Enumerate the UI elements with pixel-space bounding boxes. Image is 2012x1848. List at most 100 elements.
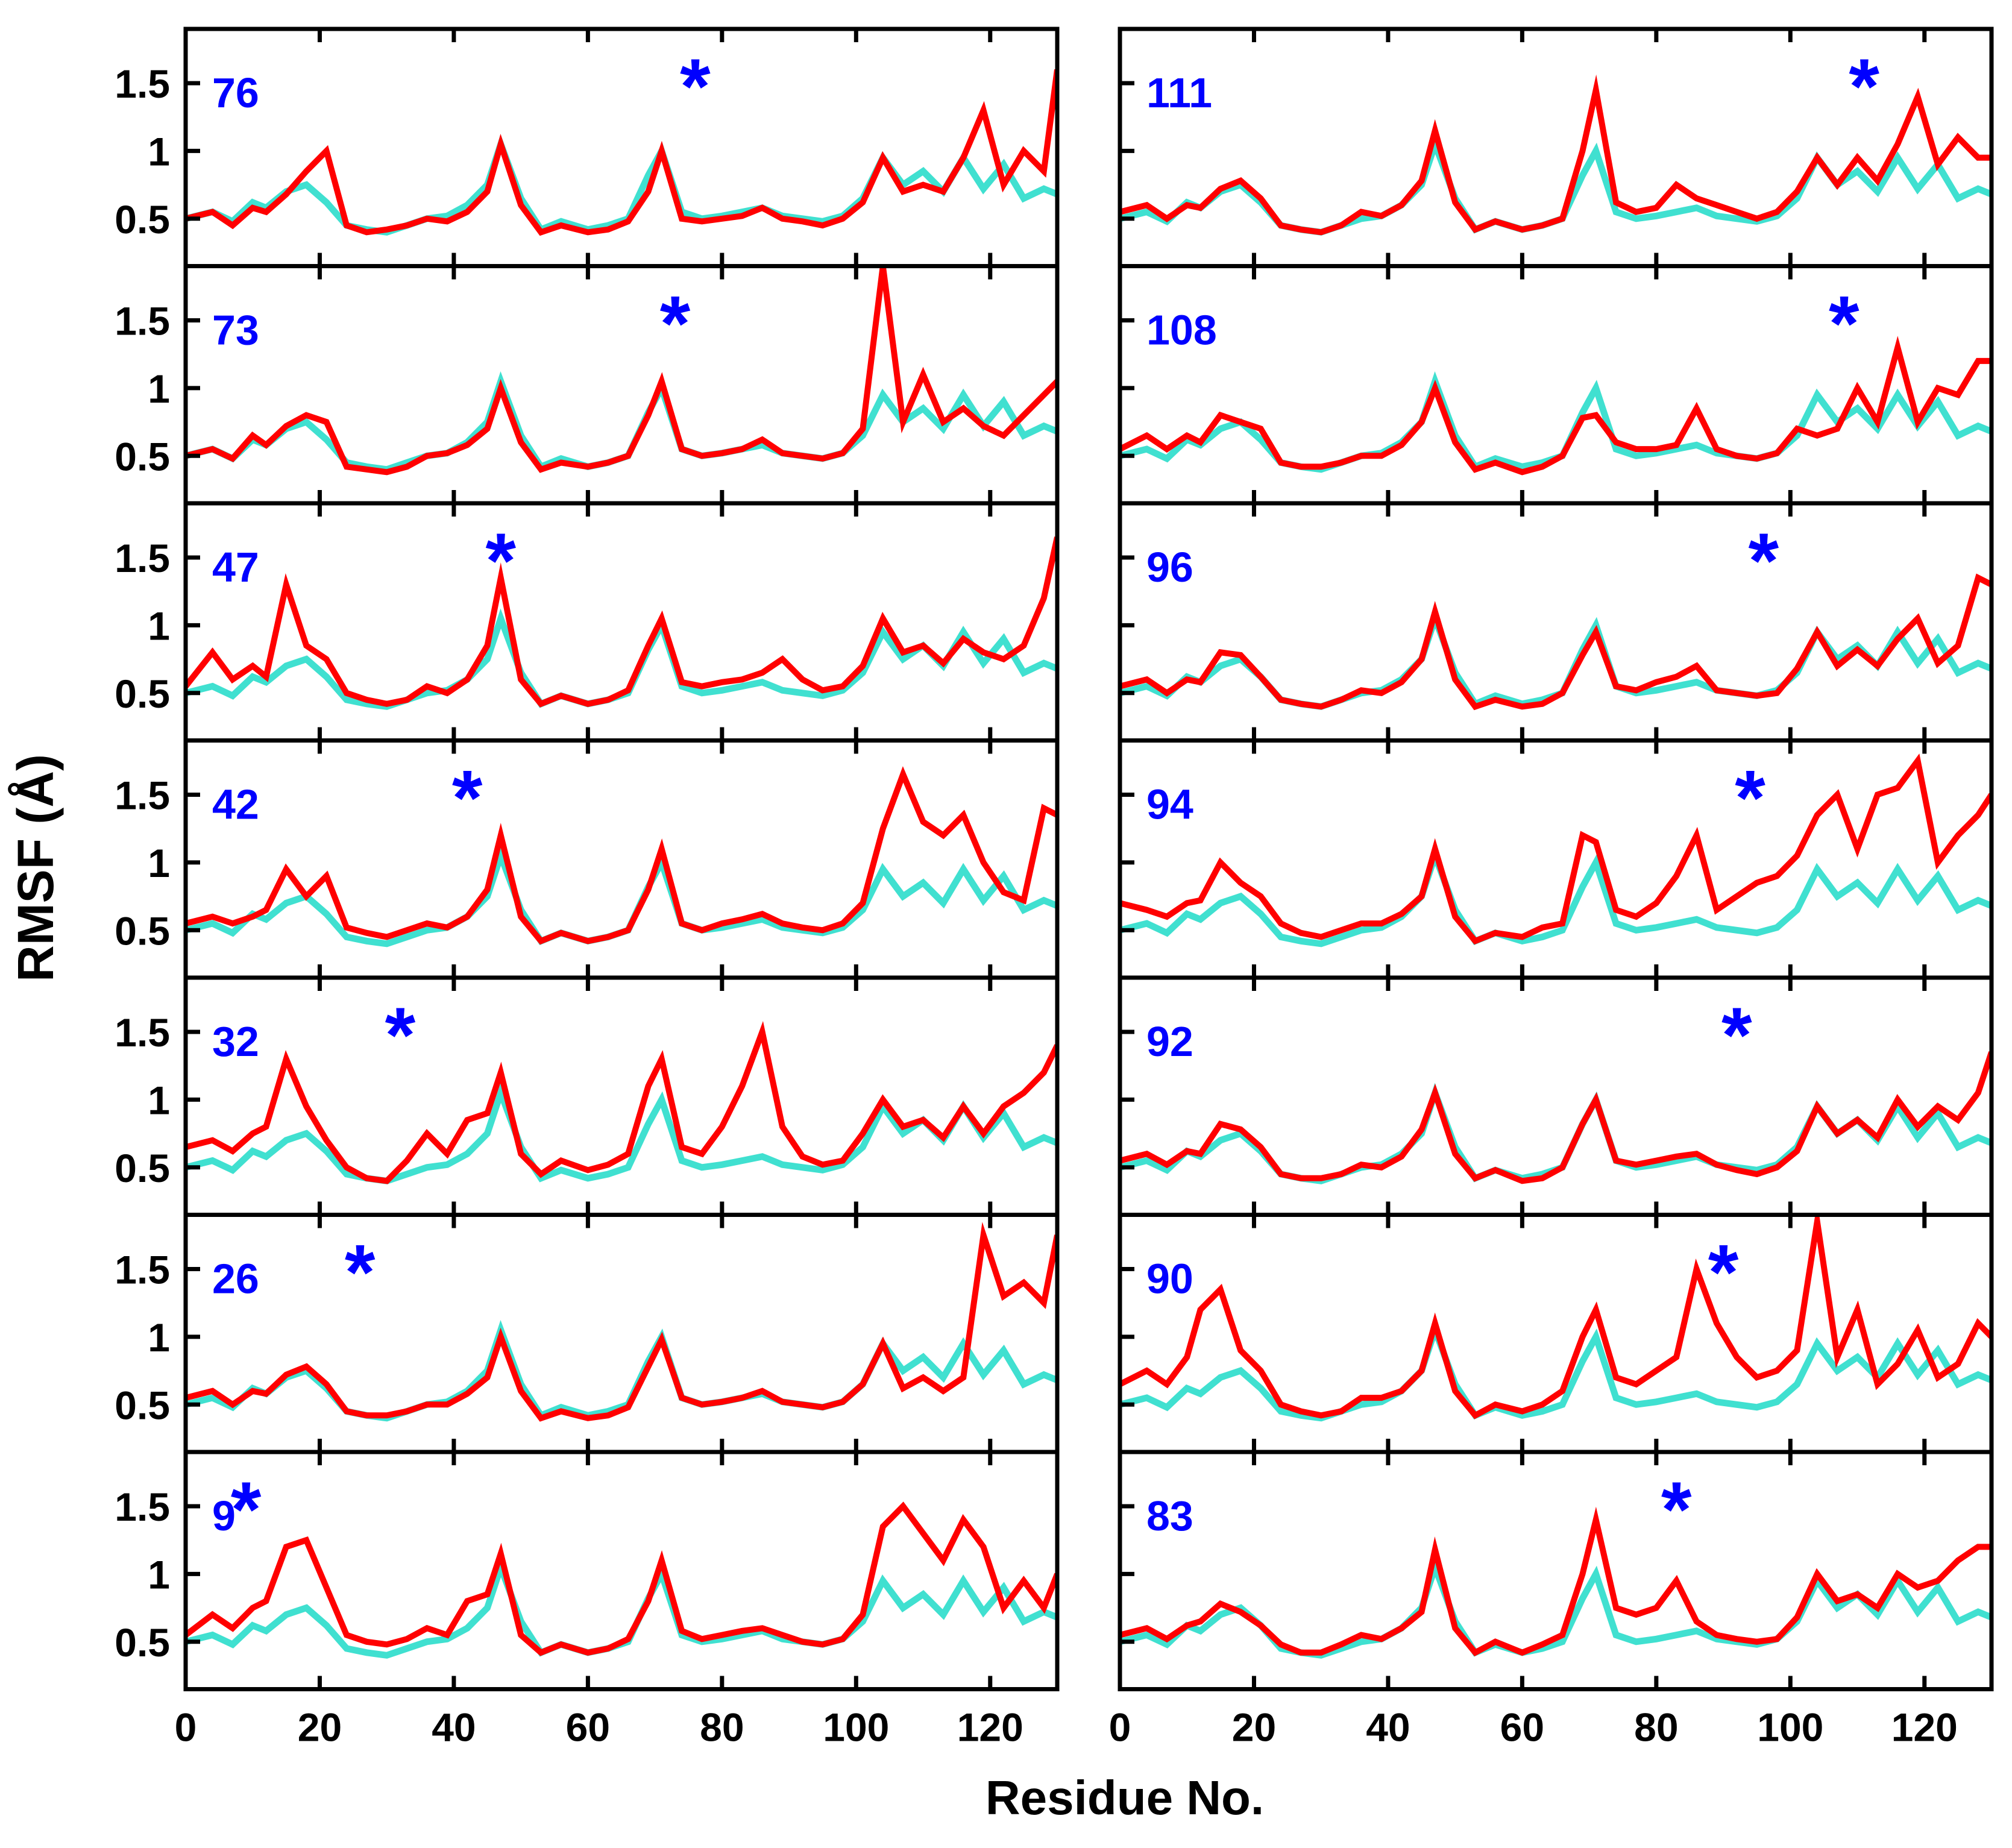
mutation-site-star: *: [1708, 1228, 1739, 1316]
mutation-site-star: *: [385, 991, 416, 1079]
mutation-site-star: *: [231, 1465, 262, 1553]
panel-lines: [186, 266, 1057, 476]
x-tick-label: 60: [1500, 1705, 1544, 1750]
panels-layer: 0.5 1 1.5 76 * 0.5 1 1.5 73 * 0.5 1 1.5 47 * 0.5 1 1.5 42 *…: [115, 27, 1994, 1750]
panel-label: 111: [1146, 69, 1212, 116]
x-tick-label: 0: [175, 1705, 197, 1750]
mutation-site-star: *: [485, 517, 516, 605]
x-tick-label: 80: [1634, 1705, 1678, 1750]
mutant-series-line: [1120, 1051, 1992, 1184]
y-tick-label: 0.5: [115, 1146, 170, 1190]
x-tick-label: 100: [823, 1705, 889, 1750]
y-tick-label: 0.5: [115, 908, 170, 953]
mutation-site-star: *: [680, 42, 711, 130]
y-tick-label: 1.5: [115, 1247, 170, 1292]
panel-76: 0.5 1 1.5 76 *: [115, 27, 1060, 268]
panel-label: 76: [212, 69, 259, 116]
panel-lines: [1120, 1051, 1992, 1184]
mutation-site-star: *: [345, 1228, 376, 1316]
panel-lines: [186, 1020, 1057, 1184]
y-tick-label: 1: [148, 1078, 170, 1122]
mutant-series-line: [186, 766, 1057, 945]
panel-lines: [1120, 336, 1992, 476]
mutation-site-star: *: [1661, 1465, 1692, 1553]
mutant-series-line: [1120, 1506, 1992, 1657]
panel-lines: [1120, 573, 1992, 711]
y-tick-label: 1.5: [115, 536, 170, 580]
y-tick-label: 1.5: [115, 61, 170, 106]
panel-73: 0.5 1 1.5 73 *: [115, 264, 1060, 506]
reference-series-line: [1120, 1319, 1992, 1422]
mutant-series-line: [186, 266, 1057, 476]
y-tick-label: 1: [148, 366, 170, 411]
panel-label: 108: [1146, 307, 1217, 354]
y-tick-label: 0.5: [115, 1620, 170, 1665]
panel-83: 83 * 0 20 40 60 80 100 120: [1109, 1450, 1994, 1750]
panel-90: 90 *: [1118, 1213, 1994, 1454]
mutation-site-star: *: [660, 280, 691, 368]
panel-lines: [186, 536, 1057, 710]
panel-lines: [186, 766, 1057, 948]
mutant-series-line: [1120, 74, 1992, 236]
panel-frame: [183, 1450, 1060, 1691]
panel-lines: [1120, 753, 1992, 948]
y-tick-label: 1: [148, 841, 170, 885]
mutant-series-line: [186, 1501, 1057, 1656]
panel-26: 0.5 1 1.5 26 *: [115, 1213, 1060, 1454]
x-tick-label: 20: [298, 1705, 342, 1750]
x-tick-label: 120: [957, 1705, 1023, 1750]
mutant-series-line: [186, 536, 1057, 708]
mutant-series-line: [1120, 1215, 1992, 1419]
panel-lines: [186, 1501, 1057, 1659]
panel-42: 0.5 1 1.5 42 *: [115, 738, 1060, 980]
mutation-site-star: *: [1829, 280, 1860, 368]
panel-92: 92 *: [1118, 975, 1994, 1217]
x-tick-label: 80: [700, 1705, 744, 1750]
mutant-series-line: [1120, 573, 1992, 711]
y-tick-label: 0.5: [115, 671, 170, 716]
panel-frame: [1118, 1450, 1994, 1691]
panel-label: 32: [212, 1018, 259, 1065]
y-tick-label: 1: [148, 1552, 170, 1597]
panel-108: 108 *: [1118, 264, 1994, 506]
y-tick-label: 0.5: [115, 434, 170, 479]
mutant-series-line: [186, 69, 1057, 236]
y-tick-label: 1: [148, 603, 170, 648]
y-tick-label: 1.5: [115, 298, 170, 343]
y-tick-label: 0.5: [115, 1383, 170, 1427]
panel-label: 73: [212, 307, 259, 354]
x-tick-label: 120: [1891, 1705, 1958, 1750]
x-tick-label: 0: [1109, 1705, 1131, 1750]
mutant-series-line: [1120, 753, 1992, 945]
y-tick-label: 0.5: [115, 197, 170, 242]
panel-label: 83: [1146, 1492, 1193, 1539]
y-tick-label: 1.5: [115, 1485, 170, 1529]
panel-label: 92: [1146, 1018, 1193, 1065]
x-tick-label: 60: [566, 1705, 610, 1750]
mutant-series-line: [186, 1020, 1057, 1184]
mutation-site-star: *: [1849, 42, 1879, 130]
panel-label: 9: [212, 1492, 236, 1539]
panel-label: 42: [212, 781, 259, 828]
panel-9: 0.5 1 1.5 9* 0 20 40 60 80 100 120: [115, 1450, 1060, 1750]
reference-series-line: [1120, 845, 1992, 948]
y-tick-label: 1: [148, 129, 170, 174]
panel-label: 26: [212, 1256, 259, 1303]
x-tick-label: 40: [1366, 1705, 1410, 1750]
panel-label: 47: [212, 544, 259, 591]
y-tick-label: 1.5: [115, 773, 170, 817]
y-tick-label: 1.5: [115, 1010, 170, 1055]
panel-lines: [1120, 1506, 1992, 1659]
panel-lines: [1120, 74, 1992, 236]
panel-label: 96: [1146, 544, 1193, 591]
panel-lines: [1120, 1215, 1992, 1422]
panel-lines: [186, 1222, 1057, 1422]
x-tick-label: 40: [432, 1705, 476, 1750]
x-tick-label: 100: [1757, 1705, 1823, 1750]
panel-lines: [186, 69, 1057, 236]
mutation-site-star: *: [1749, 517, 1779, 605]
panel-label: 90: [1146, 1256, 1193, 1303]
mutation-site-star: *: [1735, 754, 1765, 842]
mutant-series-line: [186, 1222, 1057, 1422]
